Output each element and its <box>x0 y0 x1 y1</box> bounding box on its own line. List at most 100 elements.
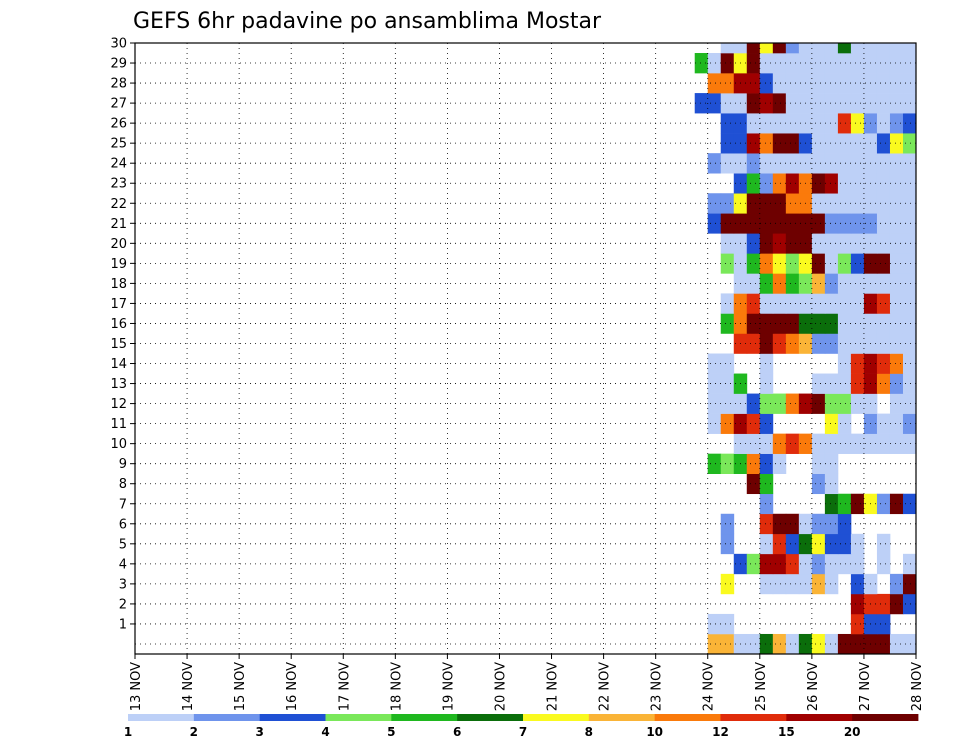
heatmap-cell <box>811 253 826 274</box>
y-tick-label: 29 <box>110 57 127 72</box>
heatmap-cell <box>759 353 774 374</box>
heatmap-cell <box>720 293 735 314</box>
x-tick-label: 23 NOV <box>650 662 665 711</box>
colorbar-swatch <box>852 714 919 721</box>
heatmap-cell <box>772 633 787 655</box>
heatmap-cell <box>902 493 917 515</box>
heatmap-cell <box>876 413 891 434</box>
heatmap-cell <box>850 493 865 515</box>
heatmap-cell <box>850 573 865 595</box>
heatmap-cell <box>850 593 865 615</box>
heatmap-cell <box>759 253 774 274</box>
heatmap-cell <box>824 373 839 394</box>
heatmap-cell <box>707 453 722 474</box>
heatmap-cell <box>824 453 839 474</box>
colorbar-swatch <box>128 714 195 721</box>
heatmap-cell <box>837 253 852 274</box>
y-tick-label: 25 <box>110 137 127 152</box>
heatmap-cell <box>811 533 826 555</box>
heatmap-cell <box>837 233 852 254</box>
heatmap-cell <box>889 173 904 194</box>
heatmap-cell <box>720 93 735 114</box>
heatmap-cell <box>876 373 891 394</box>
colorbar-swatch <box>786 714 853 721</box>
heatmap-cell <box>811 193 826 214</box>
x-tick-label: 18 NOV <box>389 662 404 711</box>
heatmap-cell <box>759 193 774 214</box>
heatmap-cell <box>863 43 878 54</box>
x-tick-label: 17 NOV <box>337 662 352 711</box>
heatmap-cell <box>902 113 917 134</box>
heatmap-cell <box>876 153 891 174</box>
heatmap-cell <box>785 333 800 354</box>
y-tick-label: 6 <box>119 517 127 532</box>
heatmap-cell <box>837 273 852 294</box>
colorbar-label: 4 <box>321 725 329 739</box>
plot-frame <box>134 42 917 655</box>
heatmap-cell <box>824 433 839 454</box>
heatmap-cell <box>720 43 735 54</box>
x-tick-label: 13 NOV <box>129 662 144 711</box>
heatmap-cell <box>876 253 891 274</box>
heatmap-cell <box>876 113 891 134</box>
y-tick-label: 10 <box>110 437 127 452</box>
heatmap-cell <box>746 453 761 474</box>
colorbar-label: 15 <box>778 725 795 739</box>
colorbar-label: 10 <box>646 725 663 739</box>
heatmap-cell <box>785 253 800 274</box>
heatmap-cell <box>746 433 761 454</box>
heatmap-cell <box>811 233 826 254</box>
heatmap-cell <box>720 393 735 414</box>
heatmap-cell <box>876 633 891 655</box>
y-tick-label: 5 <box>119 537 127 552</box>
heatmap-cell <box>811 633 826 655</box>
heatmap-cell <box>785 73 800 94</box>
heatmap-cell <box>850 393 865 414</box>
heatmap-cell <box>902 233 917 254</box>
heatmap-cell <box>785 173 800 194</box>
y-tick-label: 26 <box>110 117 127 132</box>
y-tick-label: 2 <box>119 597 127 612</box>
heatmap-cell <box>889 213 904 234</box>
heatmap-cell <box>785 53 800 74</box>
heatmap-cell <box>889 493 904 515</box>
heatmap-cell <box>824 293 839 314</box>
heatmap-cell <box>889 333 904 354</box>
y-tick-label: 14 <box>110 357 127 372</box>
y-tick-label: 4 <box>119 557 127 572</box>
x-tick-label: 28 NOV <box>910 662 925 711</box>
x-tick-label: 25 NOV <box>754 662 769 711</box>
heatmap-cell <box>824 633 839 655</box>
heatmap-cell <box>785 433 800 454</box>
heatmap-cell <box>707 93 722 114</box>
heatmap-cell <box>772 293 787 314</box>
heatmap-cell <box>694 53 709 74</box>
heatmap-cell <box>811 293 826 314</box>
heatmap-cell <box>759 533 774 555</box>
heatmap-cell <box>837 193 852 214</box>
heatmap-cell <box>707 413 722 434</box>
heatmap-cell <box>889 43 904 54</box>
heatmap-cell <box>707 53 722 74</box>
heatmap-cell <box>785 193 800 214</box>
heatmap-cell <box>759 133 774 154</box>
heatmap-cell <box>876 53 891 74</box>
heatmap-cell <box>785 233 800 254</box>
heatmap-cell <box>746 153 761 174</box>
heatmap-cell <box>759 273 774 294</box>
heatmap-cell <box>876 273 891 294</box>
heatmap-cell <box>759 553 774 575</box>
heatmap-cell <box>759 93 774 114</box>
colorbar-swatch <box>588 714 656 721</box>
heatmap-cell <box>772 73 787 94</box>
heatmap-cell <box>889 393 904 414</box>
heatmap-cell <box>720 373 735 394</box>
heatmap-cell <box>785 43 800 54</box>
heatmap-cell <box>850 553 865 575</box>
heatmap-cell <box>902 573 917 595</box>
heatmap-cell <box>746 273 761 294</box>
heatmap-cell <box>837 353 852 374</box>
heatmap-cell <box>889 633 904 655</box>
heatmap-cell <box>889 573 904 595</box>
y-tick-label: 8 <box>119 477 127 492</box>
